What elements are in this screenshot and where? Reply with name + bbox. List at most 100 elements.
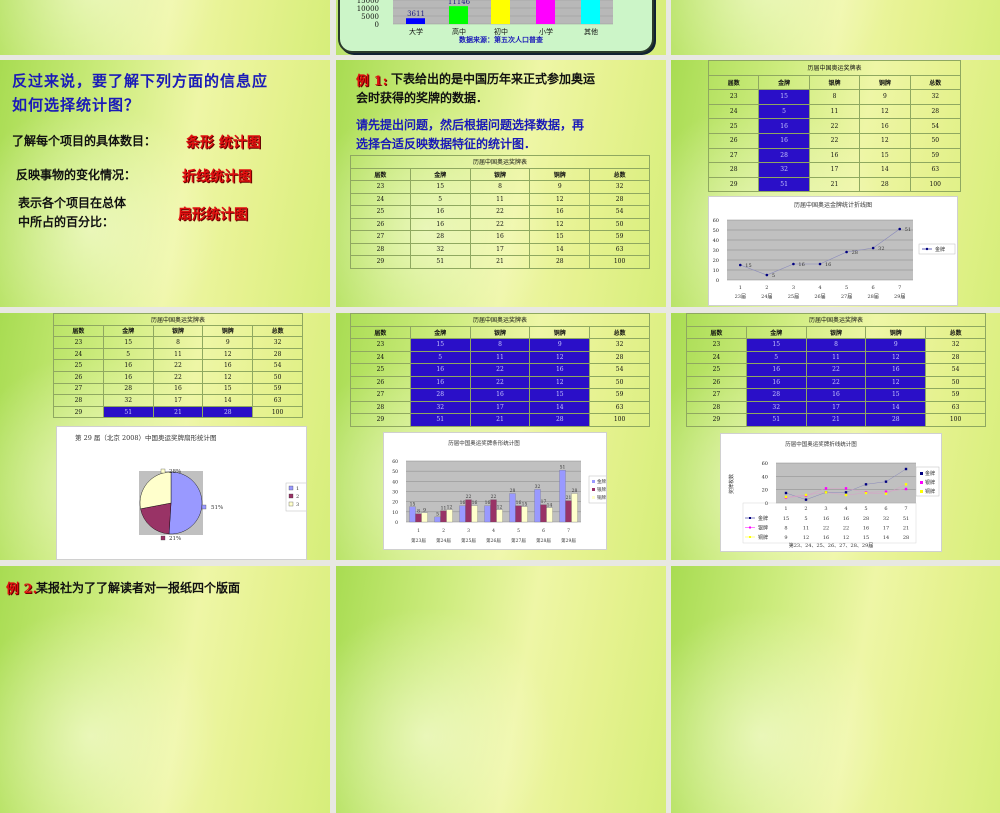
- table-cell: 32: [925, 338, 986, 352]
- table-cell: 24: [350, 192, 411, 206]
- table-cell: 22: [805, 375, 867, 389]
- table-cell: 9: [859, 89, 911, 105]
- slide-thumbnail-2[interactable]: 15000 10000 5000 0 3611 大学 11146 高中 初中 小学 其他 数据来源：第…: [336, 0, 666, 55]
- bar: [490, 499, 497, 523]
- table-cell: 29: [350, 255, 411, 269]
- table-cell: 12: [529, 217, 591, 231]
- table-cell: 15: [102, 336, 154, 349]
- legend-swatch: [920, 472, 923, 475]
- slide-thumbnail-12[interactable]: [671, 566, 1000, 813]
- slide-thumbnail-11[interactable]: [336, 566, 666, 813]
- data-label: 11146: [448, 0, 471, 6]
- medal-pie-chart: 第 29 届（北京 2008）中国奥运奖牌扇形统计图 51% 21% 28% 1 2 3: [75, 433, 309, 542]
- table-cell: 11: [469, 350, 531, 364]
- data-label: 15: [745, 263, 751, 269]
- legend-label: 金牌: [597, 478, 606, 485]
- data-table-value: 9: [784, 535, 787, 541]
- table-cell: 21: [808, 176, 861, 193]
- table-header-row: 届数 金牌 银牌 铜牌 总数: [686, 325, 986, 339]
- table-row: 27 28 16 15 59: [707, 147, 962, 164]
- y-axis-label: 奖牌枚数: [728, 474, 735, 494]
- chart-title: 历届中国奥运奖牌条形统计图: [448, 439, 520, 447]
- data-table-value: 14: [883, 535, 889, 541]
- table-row: 28 32 17 14 63: [350, 242, 650, 256]
- legend-box: [915, 466, 940, 497]
- table-cell: 27: [686, 388, 747, 402]
- table-cell: 8: [152, 336, 204, 349]
- data-label: 5: [436, 511, 439, 517]
- table-header-cell: 铜牌: [859, 74, 911, 91]
- slide-thumbnail-6[interactable]: 历届中国奥运奖牌表 届数 金牌 银牌 铜牌 总数 23 15 8 9 32 24 5 11 12 28 25 16…: [671, 60, 1000, 307]
- medal-table: 历届中国奥运奖牌表 届数 金牌 银牌 铜牌 总数 23 15 8 9 32 24 5 11 12 28 25 16…: [350, 313, 650, 427]
- table-cell: 12: [529, 350, 591, 364]
- table-row: 25 16 22 16 54: [53, 359, 303, 372]
- data-point: [904, 487, 908, 491]
- legend-swatch: [288, 485, 294, 491]
- table-header-cell: 届数: [686, 325, 747, 339]
- bar-chart-box: 历届中国奥运奖牌条形统计图 0 10 20 30 40 50 60 15 8 9 1 第23届 5 11 12…: [383, 432, 610, 550]
- data-label-swatch: [160, 535, 166, 541]
- data-label: 16: [516, 500, 522, 506]
- y-tick-label: 10000: [357, 5, 379, 13]
- slide-thumbnail-3[interactable]: [671, 0, 1000, 55]
- table-header-cell: 总数: [589, 167, 650, 181]
- x-tick-label: 小学: [539, 27, 553, 36]
- table-header-row: 届数 金牌 银牌 铜牌 总数: [350, 325, 650, 339]
- table-cell: 27: [350, 388, 411, 402]
- table-cell: 27: [350, 230, 411, 244]
- table-cell: 16: [409, 375, 471, 389]
- data-label-swatch: [201, 504, 207, 510]
- slide-thumbnail-1[interactable]: [0, 0, 330, 55]
- data-point: [884, 490, 888, 493]
- data-label-swatch: [160, 468, 166, 474]
- y-tick-label: 60: [762, 461, 768, 467]
- pie-slice: [140, 502, 172, 535]
- data-label: 21%: [169, 536, 181, 542]
- x-tick-label: 其他: [584, 27, 598, 36]
- x-tick-label: 6: [872, 285, 875, 291]
- answer-bar-chart: 条形 统计图: [186, 135, 261, 151]
- bar: [415, 513, 422, 523]
- table-cell: 59: [925, 388, 986, 402]
- slide-thumbnail-5[interactable]: 例 1: 下表给出的是中国历年来正式参加奥运 会时获得的奖牌的数据． 请先提出问…: [336, 60, 666, 307]
- x-tick-sublabel: 第25届: [461, 537, 476, 544]
- data-table: [742, 502, 917, 544]
- table-cell: 28: [529, 255, 591, 269]
- table-cell: 5: [409, 192, 471, 206]
- table-cell: 14: [529, 400, 591, 414]
- table-cell: 16: [469, 388, 531, 402]
- table-header-cell: 总数: [909, 74, 962, 91]
- data-table-series-name: 银牌: [758, 525, 768, 532]
- slide-thumbnail-4[interactable]: 反过来说，要了解下列方面的信息应 如何选择统计图？ 了解每个项目的具体数目： 条…: [0, 60, 330, 307]
- table-cell: 16: [758, 132, 810, 149]
- table-header-cell: 铜牌: [529, 325, 591, 339]
- data-table-value: 15: [783, 516, 789, 522]
- x-tick-label: 4: [818, 285, 821, 291]
- table-title: 历届中国奥运奖牌表: [686, 313, 986, 327]
- legend-marker: [925, 247, 929, 251]
- slide-thumbnail-10[interactable]: 例 2. 某报社为了了解读者对一报纸四个版面: [0, 566, 330, 813]
- data-table-value: 21: [903, 526, 909, 532]
- table-row: 29 51 21 28 100: [350, 255, 650, 269]
- legend-swatch: [592, 496, 595, 499]
- table-header-cell: 铜牌: [529, 167, 591, 181]
- table-cell: 50: [589, 217, 650, 231]
- legend-label: 金牌: [925, 470, 935, 477]
- legend-swatch: [592, 488, 595, 491]
- table-row: 25 16 22 16 54: [350, 363, 650, 377]
- table-cell: 23: [350, 180, 411, 194]
- table-cell: 51: [745, 413, 807, 427]
- slide-thumbnail-7[interactable]: 历届中国奥运奖牌表 届数 金牌 银牌 铜牌 总数 23 15 8 9 32 24 5 11 12 28 25 16…: [0, 313, 330, 560]
- table-row: 23 15 8 9 32: [53, 336, 303, 349]
- table-cell: 22: [808, 132, 861, 149]
- slide-thumbnail-8[interactable]: 历届中国奥运奖牌表 届数 金牌 银牌 铜牌 总数 23 15 8 9 32 24 5 11 12 28 25 16…: [336, 313, 666, 560]
- table-cell: 28: [409, 230, 471, 244]
- table-cell: 21: [469, 255, 531, 269]
- table-cell: 16: [469, 230, 531, 244]
- table-header-cell: 届数: [53, 324, 104, 338]
- bar: [406, 18, 425, 24]
- table-header-row: 届数 金牌 银牌 铜牌 总数: [707, 74, 962, 91]
- slide-thumbnail-9[interactable]: 历届中国奥运奖牌表 届数 金牌 银牌 铜牌 总数 23 15 8 9 32 24 5 11 12 28 25 16…: [671, 313, 1000, 560]
- table-row: 24 5 11 12 28: [707, 103, 962, 120]
- table-cell: 100: [589, 413, 650, 427]
